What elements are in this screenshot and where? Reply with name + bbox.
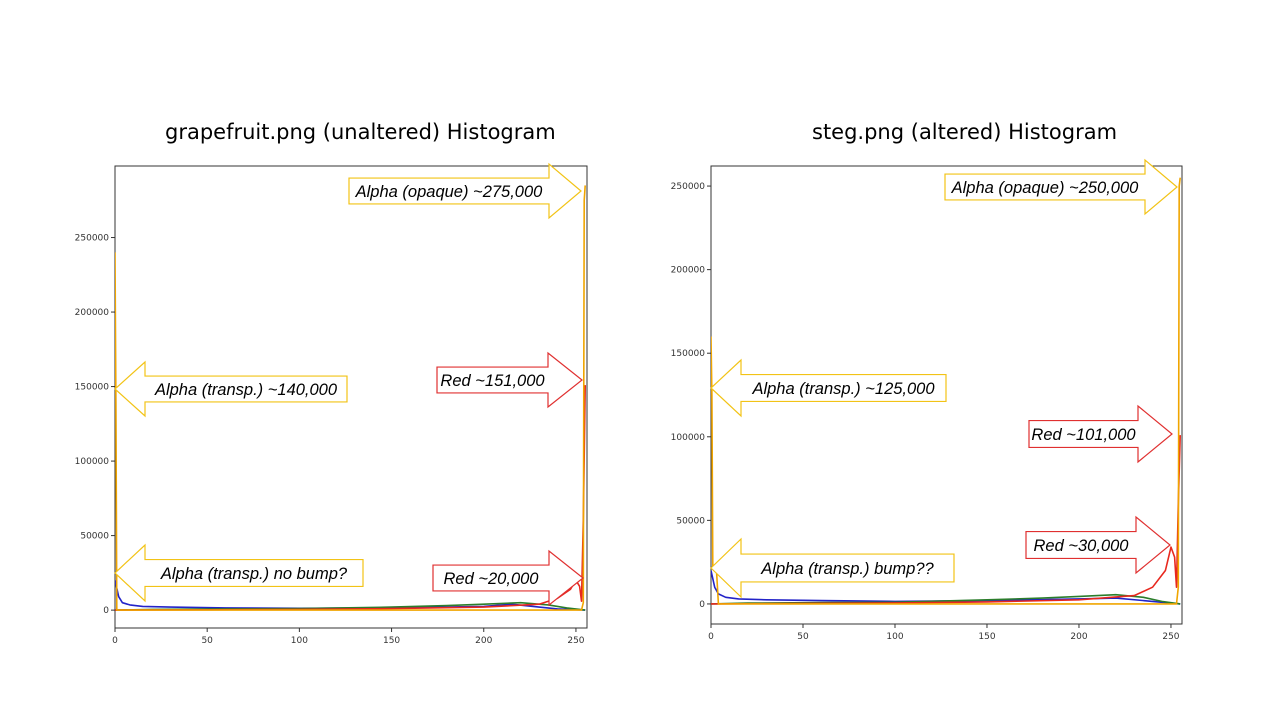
plot-frame: [710, 165, 1183, 625]
annotation-arrow: [432, 549, 584, 607]
x-tick-label: 150: [383, 636, 400, 646]
y-tick-label: 50000: [676, 516, 705, 526]
chart-0: 0 50 100 150 200 250 0 50000 100000 150000 200000 2…: [75, 162, 588, 646]
x-tick-label: 50: [797, 632, 809, 642]
plot-frame: [114, 165, 588, 629]
annotation-label: Alpha (transp.) bump??: [760, 560, 934, 578]
x-tick-label: 0: [112, 636, 118, 646]
left-chart-title: grapefruit.png (unaltered) Histogram: [165, 120, 556, 144]
annotation-callout: Red ~151,000: [436, 351, 583, 409]
annotation-label: Red ~101,000: [1031, 426, 1136, 444]
series-line-alpha: [711, 177, 1181, 605]
x-tick-label: 100: [886, 632, 903, 642]
annotation-arrow: [1028, 404, 1173, 464]
annotation-callout: Red ~101,000: [1028, 404, 1173, 464]
annotation-callout: Alpha (opaque) ~250,000: [944, 158, 1178, 216]
annotation-arrow: [348, 162, 582, 220]
series-line-alpha: [115, 185, 586, 611]
annotation-label: Alpha (opaque) ~275,000: [355, 183, 544, 201]
annotation-callout: Alpha (transp.) bump??: [710, 537, 955, 599]
annotation-label: Alpha (transp.) ~140,000: [154, 381, 338, 399]
annotation-arrow: [1025, 515, 1171, 575]
x-tick-label: 100: [291, 636, 308, 646]
series-line-red: [711, 435, 1181, 605]
annotation-label: Red ~151,000: [440, 372, 545, 390]
annotation-callout: Red ~20,000: [432, 549, 584, 607]
chart-1: 0 50 100 150 200 250 0 50000 100000 150000 200000 2…: [671, 158, 1183, 642]
right-chart-title: steg.png (altered) Histogram: [812, 120, 1118, 144]
x-tick-label: 250: [1162, 632, 1179, 642]
annotation-arrow: [114, 543, 364, 603]
y-tick-label: 200000: [671, 266, 706, 276]
y-tick-label: 0: [103, 606, 109, 616]
y-tick-label: 100000: [75, 457, 110, 467]
annotation-arrow: [944, 158, 1178, 216]
annotation-callout: Alpha (opaque) ~275,000: [348, 162, 582, 220]
annotation-label: Red ~30,000: [1034, 537, 1130, 555]
y-tick-label: 150000: [75, 383, 110, 393]
annotation-callout: Alpha (transp.) ~125,000: [710, 358, 947, 418]
annotation-callout: Red ~30,000: [1025, 515, 1171, 575]
annotation-arrow: [114, 360, 348, 418]
annotation-label: Alpha (transp.) no bump?: [160, 565, 348, 583]
x-tick-label: 200: [475, 636, 492, 646]
x-tick-label: 0: [708, 632, 714, 642]
annotation-label: Alpha (transp.) ~125,000: [751, 380, 935, 398]
x-tick-label: 250: [567, 636, 584, 646]
annotation-callout: Alpha (transp.) ~140,000: [114, 360, 348, 418]
y-tick-label: 0: [699, 600, 705, 610]
annotation-arrow: [436, 351, 583, 409]
annotation-arrow: [710, 537, 955, 599]
x-tick-label: 150: [978, 632, 995, 642]
y-tick-label: 100000: [671, 433, 706, 443]
x-tick-label: 50: [201, 636, 213, 646]
y-tick-label: 250000: [671, 182, 706, 192]
annotation-label: Alpha (opaque) ~250,000: [951, 179, 1140, 197]
y-tick-label: 50000: [80, 532, 109, 542]
x-tick-label: 200: [1070, 632, 1087, 642]
annotation-arrow: [710, 358, 947, 418]
y-tick-label: 250000: [75, 234, 110, 244]
annotation-callout: Alpha (transp.) no bump?: [114, 543, 364, 603]
y-tick-label: 150000: [671, 349, 706, 359]
y-tick-label: 200000: [75, 308, 110, 318]
annotation-label: Red ~20,000: [444, 570, 540, 588]
